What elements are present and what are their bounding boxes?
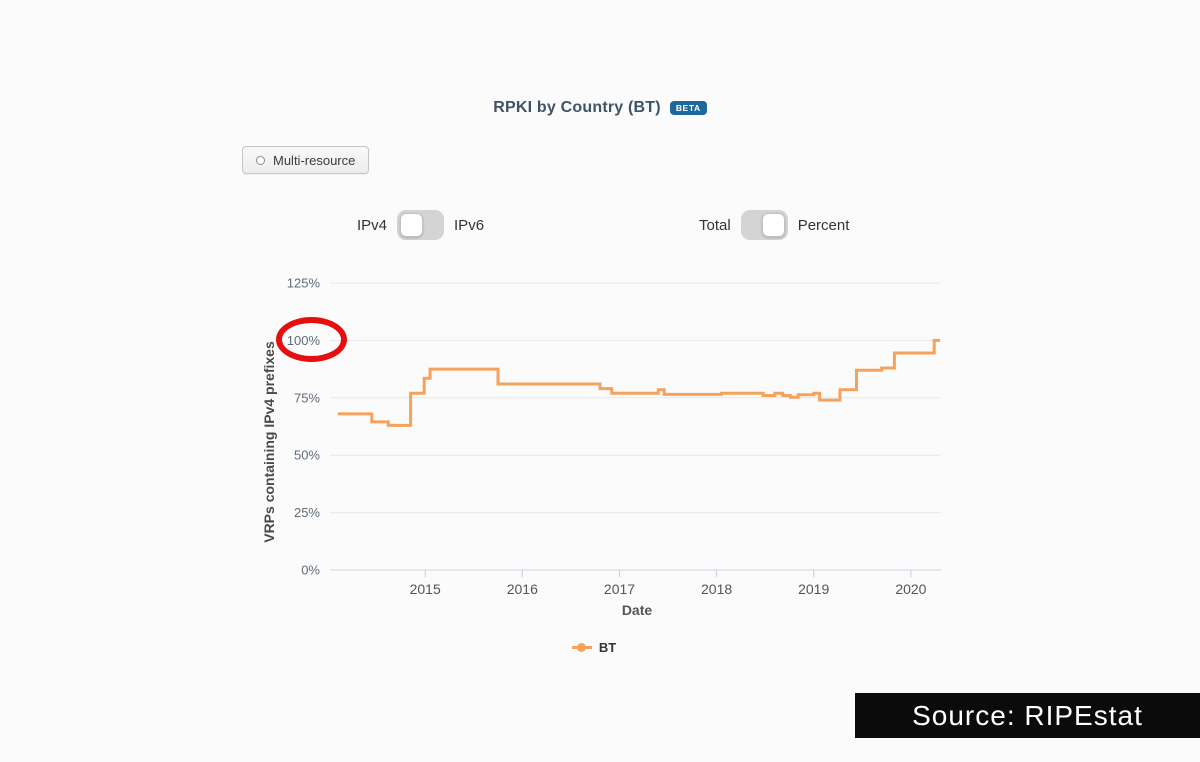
svg-text:25%: 25%	[294, 505, 320, 520]
toggle-knob	[400, 213, 424, 237]
legend-item-bt[interactable]: BT	[539, 640, 649, 655]
svg-text:2019: 2019	[798, 581, 829, 597]
total-label: Total	[699, 216, 731, 234]
x-axis-title: Date	[621, 602, 653, 618]
chart-plot[interactable]: 0% 25% 50% 75% 100% 125% 2015 2016 2017 2018 2019 2…	[250, 270, 950, 610]
svg-text:50%: 50%	[294, 448, 320, 463]
svg-text:75%: 75%	[294, 390, 320, 405]
multi-resource-button[interactable]: Multi-resource	[242, 146, 370, 174]
legend-dot-icon	[577, 643, 587, 652]
svg-text:100%: 100%	[287, 333, 321, 348]
percent-label: Percent	[797, 216, 850, 234]
radio-circle-icon	[256, 155, 265, 165]
page-title: RPKI by Country (BT)	[493, 99, 661, 116]
svg-text:2017: 2017	[604, 581, 635, 597]
toggle-knob	[761, 213, 785, 237]
legend-label: BT	[598, 640, 617, 655]
svg-text:2015: 2015	[410, 581, 441, 597]
svg-text:2018: 2018	[701, 581, 732, 597]
ipv6-label: IPv6	[454, 216, 485, 234]
metric-switch[interactable]	[740, 210, 788, 240]
svg-text:2016: 2016	[507, 581, 538, 597]
ip-version-toggle-group: IPv4 IPv6	[357, 210, 484, 240]
beta-badge: BETA	[669, 101, 707, 115]
legend-marker-icon	[571, 643, 592, 652]
ipv4-label: IPv4	[357, 216, 388, 234]
svg-text:2020: 2020	[895, 581, 926, 597]
svg-text:125%: 125%	[287, 276, 321, 291]
source-banner: Source: RIPEstat	[855, 693, 1200, 738]
metric-toggle-group: Total Percent	[699, 210, 849, 240]
svg-text:0%: 0%	[301, 563, 320, 578]
multi-resource-label: Multi-resource	[273, 152, 356, 168]
ip-version-switch[interactable]	[397, 210, 445, 240]
chart-header: RPKI by Country (BT) BETA	[0, 99, 1200, 117]
source-label: Source: RIPEstat	[912, 699, 1143, 731]
